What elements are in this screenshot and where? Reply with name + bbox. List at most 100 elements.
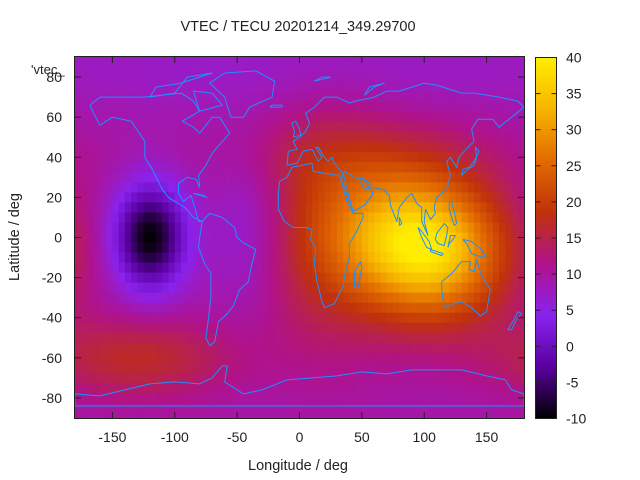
heatmap-cell xyxy=(467,92,475,103)
heatmap-cell xyxy=(87,382,95,394)
heatmap-cell xyxy=(99,372,107,384)
heatmap-cell xyxy=(467,222,475,234)
heatmap-cell xyxy=(81,152,89,163)
heatmap-cell xyxy=(461,112,469,123)
heatmap-cell xyxy=(318,122,326,133)
heatmap-cell xyxy=(399,282,407,294)
heatmap-cell xyxy=(181,352,188,364)
heatmap-cell xyxy=(424,372,432,384)
heatmap-cell xyxy=(168,232,176,244)
heatmap-cell xyxy=(106,372,114,384)
heatmap-cell xyxy=(137,302,145,314)
heatmap-cell xyxy=(224,242,232,254)
heatmap-cell xyxy=(355,182,363,193)
heatmap-cell xyxy=(517,382,525,394)
heatmap-cell xyxy=(318,302,326,314)
heatmap-cell xyxy=(268,332,276,344)
heatmap-cell xyxy=(274,302,282,314)
heatmap-cell xyxy=(156,112,163,123)
heatmap-cell xyxy=(162,282,170,294)
heatmap-cell xyxy=(449,212,457,224)
heatmap-cell xyxy=(199,242,207,254)
heatmap-cell xyxy=(205,382,213,394)
heatmap-cell xyxy=(156,142,163,153)
heatmap-cell xyxy=(212,312,220,324)
heatmap-cell xyxy=(455,332,463,344)
heatmap-cell xyxy=(93,82,101,93)
heatmap-cell xyxy=(480,172,488,183)
heatmap-cell xyxy=(299,182,307,193)
heatmap-cell xyxy=(368,410,375,419)
heatmap-cell xyxy=(380,64,388,73)
heatmap-cell xyxy=(511,112,519,123)
heatmap-cell xyxy=(430,72,438,83)
heatmap-cell xyxy=(499,252,506,264)
heatmap-cell xyxy=(181,152,188,163)
heatmap-cell xyxy=(156,372,163,384)
heatmap-cell xyxy=(318,202,326,214)
heatmap-cell xyxy=(467,372,475,384)
heatmap-cell xyxy=(349,132,357,143)
heatmap-cell xyxy=(287,142,294,153)
heatmap-cell xyxy=(368,372,375,384)
heatmap-cell xyxy=(174,122,182,133)
heatmap-cell xyxy=(174,222,182,234)
heatmap-cell xyxy=(399,82,407,93)
heatmap-cell xyxy=(436,322,444,334)
heatmap-cell xyxy=(517,222,525,234)
heatmap-cell xyxy=(374,64,382,73)
heatmap-cell xyxy=(442,182,450,193)
heatmap-cell xyxy=(137,162,145,173)
heatmap-cell xyxy=(218,292,226,304)
heatmap-cell xyxy=(386,232,394,244)
heatmap-cell xyxy=(343,162,350,173)
heatmap-cell xyxy=(218,302,226,314)
heatmap-cell xyxy=(486,272,494,284)
heatmap-cell xyxy=(424,382,432,394)
heatmap-cell xyxy=(255,252,263,264)
heatmap-cell xyxy=(181,410,188,419)
heatmap-cell xyxy=(99,162,107,173)
heatmap-cell xyxy=(106,252,114,264)
heatmap-cell xyxy=(455,57,463,66)
heatmap-cell xyxy=(311,372,319,384)
heatmap-cell xyxy=(174,242,182,254)
heatmap-cell xyxy=(492,112,500,123)
heatmap-cell xyxy=(99,242,107,254)
heatmap-cell xyxy=(486,57,494,66)
heatmap-cell xyxy=(112,132,120,143)
heatmap-cell xyxy=(492,402,500,412)
heatmap-cell xyxy=(405,152,413,163)
heatmap-cell xyxy=(461,122,469,133)
heatmap-cell xyxy=(224,372,232,384)
heatmap-cell xyxy=(199,312,207,324)
heatmap-cell xyxy=(81,312,89,324)
heatmap-cell xyxy=(75,202,82,214)
heatmap-cell xyxy=(168,312,176,324)
heatmap-cell xyxy=(305,232,313,244)
heatmap-cell xyxy=(280,342,288,354)
heatmap-cell xyxy=(517,342,525,354)
heatmap-cell xyxy=(99,222,107,234)
heatmap-cell xyxy=(299,292,307,304)
heatmap-cell xyxy=(93,142,101,153)
heatmap-cell xyxy=(330,352,338,364)
heatmap-cell xyxy=(106,192,114,204)
heatmap-cell xyxy=(380,172,388,183)
heatmap-cell xyxy=(137,272,145,284)
heatmap-cell xyxy=(131,372,138,384)
heatmap-cell xyxy=(399,142,407,153)
heatmap-cell xyxy=(280,64,288,73)
heatmap-cell xyxy=(455,122,463,133)
heatmap-cell xyxy=(318,282,326,294)
heatmap-cell xyxy=(112,72,120,83)
heatmap-cell xyxy=(112,312,120,324)
heatmap-cell xyxy=(405,342,413,354)
heatmap-cell xyxy=(424,410,432,419)
heatmap-cell xyxy=(224,322,232,334)
heatmap-cell xyxy=(262,282,269,294)
heatmap-cell xyxy=(118,242,126,254)
y-tick-label: -80 xyxy=(42,390,62,406)
heatmap-cell xyxy=(280,152,288,163)
heatmap-cell xyxy=(430,112,438,123)
